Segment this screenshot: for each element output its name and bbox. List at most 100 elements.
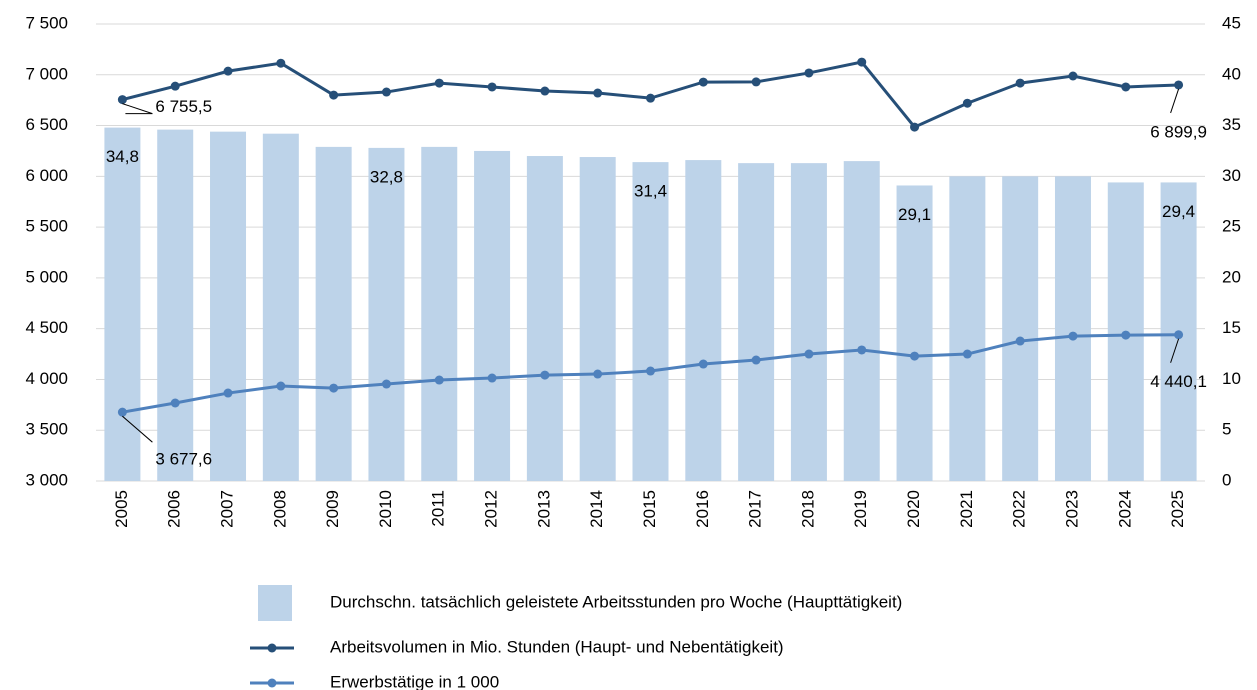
line-point: [117, 407, 127, 417]
line-point: [646, 366, 655, 376]
legend-swatch: [258, 585, 292, 621]
line-point: [593, 369, 603, 379]
bar: [1002, 176, 1039, 482]
y2-tick-label: 25: [1222, 217, 1241, 236]
legend-swatch: [267, 678, 277, 688]
line-point: [857, 57, 867, 67]
line-point: [1174, 330, 1184, 340]
y2-tick-label: 10: [1222, 369, 1241, 388]
bar-value-label: 34,8: [106, 147, 139, 166]
bar: [1054, 176, 1091, 482]
y-tick-label: 3 000: [25, 470, 68, 489]
x-tick-label: 2008: [270, 490, 289, 528]
line-point: [698, 77, 708, 87]
bar-value-label: 31,4: [634, 182, 667, 201]
line-value-label: 4 440,1: [1150, 372, 1207, 391]
line-point: [381, 379, 391, 389]
x-tick-label: 2009: [323, 490, 342, 528]
bar: [843, 161, 880, 481]
x-tick-label: 2010: [376, 490, 395, 528]
y-tick-label: 6 000: [25, 166, 68, 185]
line-point: [646, 93, 655, 103]
x-tick-label: 2016: [693, 490, 712, 528]
x-tick-label: 2018: [798, 490, 817, 528]
line-point: [434, 78, 444, 88]
line-point: [857, 345, 867, 355]
bar: [579, 157, 616, 481]
leader-line: [122, 103, 153, 115]
bar: [262, 133, 299, 481]
bar: [685, 160, 722, 481]
line-point: [540, 86, 550, 96]
x-tick-label: 2020: [904, 490, 923, 528]
line-point: [698, 359, 708, 369]
leader-line: [1170, 88, 1180, 114]
line-point: [1068, 71, 1078, 81]
line-value-label: 6 899,9: [1150, 122, 1207, 141]
line-point: [910, 122, 920, 132]
line-point: [381, 87, 391, 97]
line-point: [1068, 331, 1078, 341]
bar-value-label: 32,8: [370, 167, 403, 186]
line-point: [751, 355, 761, 365]
line-point: [487, 82, 497, 92]
line-point: [751, 77, 761, 87]
legend-label: Arbeitsvolumen in Mio. Stunden (Haupt- u…: [330, 637, 784, 656]
line-point: [593, 88, 603, 98]
bar: [790, 163, 827, 481]
y-tick-label: 7 500: [25, 13, 68, 32]
legend-swatch: [267, 643, 277, 653]
bar: [526, 156, 563, 481]
line-point: [540, 370, 550, 380]
y2-tick-label: 40: [1222, 64, 1241, 83]
line-point: [170, 398, 180, 408]
bar-value-label: 29,4: [1162, 202, 1195, 221]
y-tick-label: 7 000: [25, 64, 68, 83]
line-point: [1121, 330, 1131, 340]
x-tick-label: 2022: [1010, 490, 1029, 528]
y-tick-label: 6 500: [25, 115, 68, 134]
y-tick-label: 4 500: [25, 318, 68, 337]
line-value-label: 3 677,6: [155, 450, 212, 469]
bar: [421, 146, 458, 482]
line-point: [329, 90, 339, 100]
bar: [104, 127, 141, 481]
y2-tick-label: 15: [1222, 318, 1241, 337]
bar-value-label: 29,1: [898, 205, 931, 224]
x-tick-label: 2011: [429, 490, 448, 527]
bar: [738, 163, 775, 481]
x-tick-label: 2019: [851, 490, 870, 528]
line-point: [1015, 336, 1025, 346]
y-tick-label: 5 000: [25, 267, 68, 286]
bar: [949, 176, 986, 482]
leader-line: [122, 415, 153, 443]
legend-label: Erwerbstätige in 1 000: [330, 672, 499, 690]
y2-tick-label: 35: [1222, 115, 1241, 134]
line-point: [1174, 80, 1184, 90]
bar: [210, 131, 247, 481]
y-tick-label: 5 500: [25, 217, 68, 236]
y2-tick-label: 5: [1222, 420, 1231, 439]
x-tick-label: 2005: [112, 490, 131, 528]
x-tick-label: 2013: [534, 490, 553, 528]
y2-tick-label: 45: [1222, 13, 1241, 32]
x-tick-label: 2025: [1168, 490, 1187, 528]
x-tick-label: 2015: [640, 490, 659, 528]
line-point: [434, 375, 444, 385]
y-tick-label: 3 500: [25, 420, 68, 439]
line-point: [276, 58, 286, 68]
line-point: [962, 98, 972, 108]
line-point: [170, 81, 180, 91]
line-point: [223, 66, 233, 76]
legend-label: Durchschn. tatsächlich geleistete Arbeit…: [330, 592, 902, 611]
x-tick-label: 2021: [957, 490, 976, 528]
line-point: [1015, 78, 1025, 88]
x-tick-label: 2024: [1115, 490, 1134, 528]
line-point: [804, 68, 814, 78]
x-tick-label: 2023: [1062, 490, 1081, 528]
line-point: [117, 95, 127, 105]
line-point: [223, 388, 233, 398]
line-point: [804, 349, 814, 359]
line-point: [962, 349, 972, 359]
